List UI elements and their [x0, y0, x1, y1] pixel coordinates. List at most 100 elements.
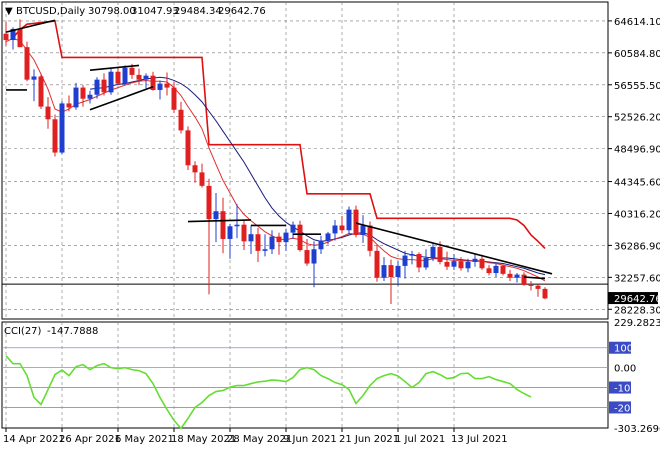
candle — [388, 259, 394, 304]
candle-body — [514, 274, 520, 278]
candle — [346, 206, 352, 235]
candle-body — [31, 76, 37, 80]
candle — [472, 254, 478, 267]
candle-body — [395, 265, 401, 277]
cci-panel-frame — [1, 321, 609, 429]
candle — [178, 101, 184, 134]
candle — [227, 223, 233, 259]
candle — [17, 19, 23, 48]
collapse-triangle-icon[interactable]: ▼ — [5, 6, 13, 17]
candle — [402, 250, 408, 279]
candle-body — [255, 234, 261, 251]
candle-body — [472, 258, 478, 262]
price-axis-label: 36286.90 — [614, 241, 660, 252]
candle — [185, 126, 191, 171]
candle — [87, 90, 93, 104]
trendline — [89, 86, 154, 111]
candle-body — [465, 261, 471, 269]
slow-moving-average — [89, 76, 546, 276]
candle-body — [325, 233, 331, 241]
candle-body — [381, 265, 387, 278]
candle-body — [528, 284, 534, 286]
candle — [318, 235, 324, 255]
trendline — [89, 64, 140, 71]
candle-body — [360, 225, 366, 235]
candle — [101, 73, 107, 96]
candle-body — [346, 209, 352, 231]
candle — [381, 257, 387, 281]
candle — [3, 21, 9, 46]
candle-body — [507, 273, 513, 278]
date-label: 28 May 2021 — [227, 434, 292, 445]
trendline — [5, 19, 56, 33]
candle-body — [101, 79, 107, 93]
candle-body — [367, 225, 373, 251]
candle — [430, 242, 436, 262]
candle-body — [269, 236, 275, 250]
candle — [444, 251, 450, 270]
candle-body — [150, 75, 156, 90]
ohlc-low: 29484.34 — [174, 6, 222, 17]
cci-header: CCI(27) -147.7888 — [4, 326, 98, 337]
candle-body — [416, 254, 422, 268]
candle — [507, 269, 513, 281]
cci-axis-label: -100 — [614, 384, 637, 395]
candle — [31, 69, 37, 102]
ohlc-high: 31047.93 — [131, 6, 179, 17]
candle — [353, 205, 359, 238]
candle-body — [283, 232, 289, 243]
date-label: 14 Apr 2021 — [3, 434, 65, 445]
candle — [486, 265, 492, 276]
candle-body — [192, 165, 198, 173]
candle — [479, 254, 485, 270]
candle-body — [178, 109, 184, 131]
candle-body — [234, 224, 240, 227]
candle — [521, 272, 527, 286]
candle — [500, 264, 506, 276]
candle-body — [535, 285, 541, 289]
date-label: 13 Jul 2021 — [451, 434, 508, 445]
candle-body — [17, 28, 23, 48]
candle — [213, 192, 219, 243]
candle — [234, 204, 240, 239]
cci-level-box — [609, 401, 631, 414]
candle — [528, 280, 534, 291]
header: ▼ BTCUSD,Daily 30798.00 31047.93 29484.3… — [5, 6, 266, 17]
candle-body — [241, 224, 247, 242]
candle-body — [185, 130, 191, 166]
trendline — [355, 222, 553, 275]
candle-body — [486, 268, 492, 274]
price-axis-label: 64614.10 — [614, 17, 660, 28]
cci-axis-label: -303.2696 — [614, 424, 660, 435]
candle — [206, 178, 212, 295]
candle — [311, 241, 317, 288]
candle-body — [220, 211, 226, 239]
candle-body — [80, 87, 86, 99]
current-price-label: 29642.76 — [614, 294, 660, 305]
date-label: 18 May 2021 — [171, 434, 236, 445]
price-axis-label: 44345.60 — [614, 178, 660, 189]
candle — [276, 232, 282, 255]
candle — [171, 82, 177, 113]
candle-body — [297, 224, 303, 251]
candle — [45, 97, 51, 129]
cci-axis-label: 100 — [614, 344, 633, 355]
candle — [248, 225, 254, 255]
price-panel-frame — [1, 1, 609, 320]
date-label: 9 Jun 2021 — [283, 434, 337, 445]
date-label: 6 May 2021 — [115, 434, 174, 445]
candle — [493, 263, 499, 277]
candle — [458, 257, 464, 271]
candle-body — [451, 261, 457, 267]
candle-body — [262, 249, 268, 251]
candle-body — [493, 265, 499, 274]
candle-body — [304, 250, 310, 264]
candle — [122, 65, 128, 86]
candle — [332, 219, 338, 241]
candle-body — [87, 94, 93, 99]
candle — [409, 250, 415, 265]
candle-body — [339, 225, 345, 231]
price-panel: 64614.10 60584.80 56555.50 52526.20 48496.90… — [1, 1, 660, 320]
